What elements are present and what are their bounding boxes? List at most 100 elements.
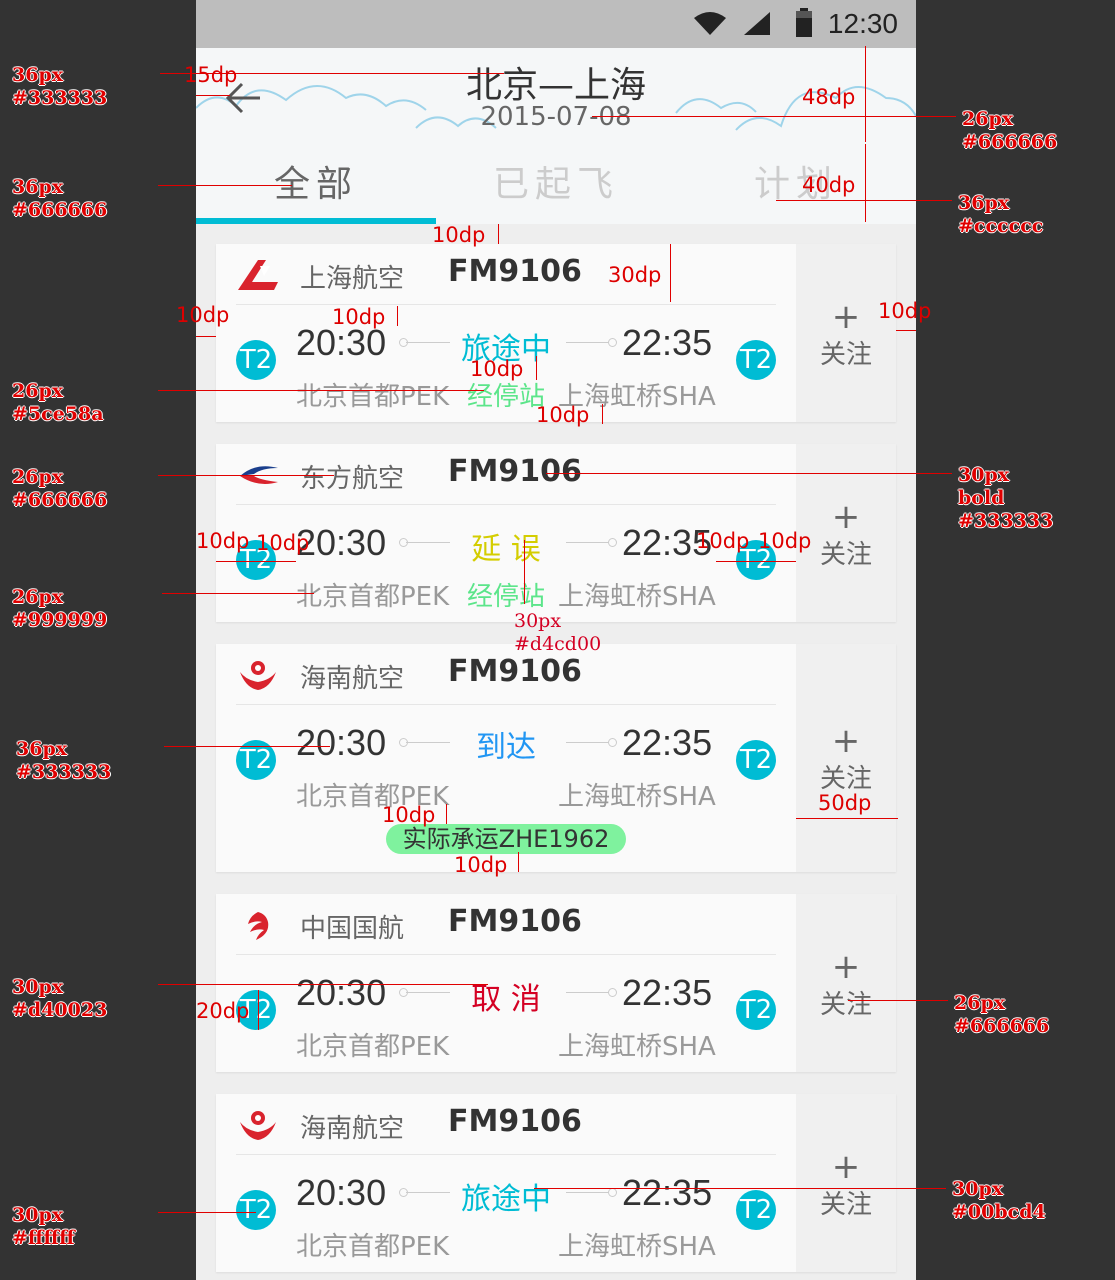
- divider: [236, 704, 776, 705]
- follow-button[interactable]: + 关注: [796, 1094, 896, 1272]
- tab-bar: 全部 已起飞 计划: [196, 160, 916, 224]
- flight-card[interactable]: 海南航空 FM9106 T2 20:30 旅途中 22:35 T2 北京首都PE…: [216, 1094, 896, 1272]
- status-bar: 12:30: [196, 0, 916, 48]
- arrival-airport: 上海虹桥SHA: [558, 782, 716, 812]
- annotation-label: 40dp: [802, 173, 856, 197]
- flight-number: FM9106: [448, 654, 582, 689]
- terminal-badge-arrival: T2: [736, 1190, 776, 1230]
- annotation-label: 10dp: [470, 357, 524, 381]
- departure-time: 20:30: [296, 1172, 387, 1213]
- tab-scheduled[interactable]: 计划: [753, 164, 838, 205]
- annotation-label: 30px #ffffff: [12, 1204, 75, 1249]
- plus-icon: +: [831, 721, 861, 761]
- arrival-airport: 上海虹桥SHA: [558, 1032, 716, 1062]
- annotation-label: 10dp: [256, 531, 310, 555]
- departure-airport: 北京首都PEK: [296, 582, 450, 612]
- terminal-badge-arrival: T2: [736, 540, 776, 580]
- status-time: 12:30: [827, 8, 898, 39]
- route-dot: [608, 988, 617, 997]
- annotation-label: 50dp: [818, 791, 872, 815]
- terminal-badge-arrival: T2: [736, 740, 776, 780]
- signal-icon: [744, 12, 770, 35]
- terminal-badge-departure: T2: [236, 1190, 276, 1230]
- annotation-line: [196, 95, 230, 96]
- follow-label: 关注: [819, 340, 872, 370]
- annotation-line: [716, 561, 796, 562]
- annotation-line: [534, 1188, 946, 1189]
- annotation-label: 30px #00bcd4: [952, 1178, 1046, 1223]
- flight-card[interactable]: 海南航空 FM9106 T2 20:30 到达 22:35 T2 北京首都PEK…: [216, 644, 896, 872]
- arrival-time: 22:35: [622, 322, 713, 363]
- annotation-line: [896, 330, 916, 331]
- route-dot: [608, 1188, 617, 1197]
- departure-time: 20:30: [296, 972, 387, 1013]
- terminal-badge-arrival: T2: [736, 340, 776, 380]
- back-arrow-icon[interactable]: [224, 78, 264, 118]
- departure-time: 20:30: [296, 322, 387, 363]
- tab-departed[interactable]: 已起飞: [492, 164, 619, 205]
- stopover-label: 经停站: [466, 382, 545, 412]
- annotation-label: 10dp: [696, 529, 750, 553]
- follow-button[interactable]: + 关注: [796, 644, 896, 872]
- annotation-line: [446, 804, 447, 824]
- divider: [236, 1154, 776, 1155]
- flight-card[interactable]: 中国国航 FM9106 T2 20:30 取 消 22:35 T2 北京首都PE…: [216, 894, 896, 1072]
- annotation-label: 10dp: [878, 299, 932, 323]
- shanghai-airlines-logo: [238, 260, 278, 290]
- annotation-label: 30px #d40023: [12, 976, 108, 1021]
- airline-name: 海南航空: [300, 664, 405, 694]
- departure-airport: 北京首都PEK: [296, 782, 450, 812]
- route-line: [566, 1192, 610, 1193]
- route-line: [406, 1192, 450, 1193]
- annotation-line: [498, 224, 499, 244]
- route-line: [566, 342, 610, 343]
- annotation-line: [158, 390, 484, 391]
- follow-button[interactable]: + 关注: [796, 244, 896, 422]
- tab-all[interactable]: 全部: [273, 164, 358, 205]
- route-dot: [608, 738, 617, 747]
- annotation-label: 26px #666666: [12, 466, 108, 511]
- arrival-time: 22:35: [622, 722, 713, 763]
- divider: [236, 504, 776, 505]
- terminal-badge-departure: T2: [236, 540, 276, 580]
- plus-icon: +: [831, 297, 861, 337]
- actual-carrier-badge: 实际承运ZHE1962: [386, 824, 626, 854]
- annotation-label: 26px #666666: [962, 108, 1058, 153]
- departure-airport: 北京首都PEK: [296, 1032, 450, 1062]
- flight-status: 延 误: [471, 532, 541, 567]
- annotation-label: 26px #666666: [954, 992, 1050, 1037]
- route-line: [406, 342, 450, 343]
- annotation-line: [518, 852, 519, 872]
- annotation-label: 30px #d4cd00: [514, 610, 602, 655]
- annotation-label: 10dp: [454, 853, 508, 877]
- follow-label: 关注: [819, 540, 872, 570]
- flight-status: 取 消: [471, 982, 541, 1017]
- annotation-line: [546, 473, 952, 474]
- plus-icon: +: [831, 497, 861, 537]
- arrival-airport: 上海虹桥SHA: [558, 582, 716, 612]
- flight-card[interactable]: 上海航空 FM9106 T2 20:30 旅途中 22:35 T2 北京首都PE…: [216, 244, 896, 422]
- header: 北京—上海 2015-07-08 全部 已起飞 计划: [196, 48, 916, 224]
- arrival-airport: 上海虹桥SHA: [558, 382, 716, 412]
- annotation-line: [158, 984, 488, 985]
- stopover-label: 经停站: [466, 582, 545, 612]
- terminal-badge-departure: T2: [236, 990, 276, 1030]
- departure-airport: 北京首都PEK: [296, 382, 450, 412]
- follow-label: 关注: [819, 764, 872, 794]
- flight-number: FM9106: [448, 1104, 582, 1139]
- follow-button[interactable]: + 关注: [796, 894, 896, 1072]
- annotation-line: [592, 116, 956, 117]
- departure-airport: 北京首都PEK: [296, 1232, 450, 1262]
- plus-icon: +: [831, 947, 861, 987]
- annotation-line: [158, 475, 334, 476]
- annotation-label: 10dp: [196, 529, 250, 553]
- route-dot: [608, 338, 617, 347]
- annotation-line: [865, 46, 866, 142]
- annotation-label: 10dp: [758, 529, 812, 553]
- page-title: 北京—上海: [465, 65, 646, 106]
- annotation-label: 36px #333333: [12, 64, 108, 109]
- annotation-label: 36px #cccccc: [958, 192, 1044, 237]
- annotation-line: [216, 561, 296, 562]
- annotation-label: 48dp: [802, 85, 856, 109]
- annotation-label: 10dp: [332, 305, 386, 329]
